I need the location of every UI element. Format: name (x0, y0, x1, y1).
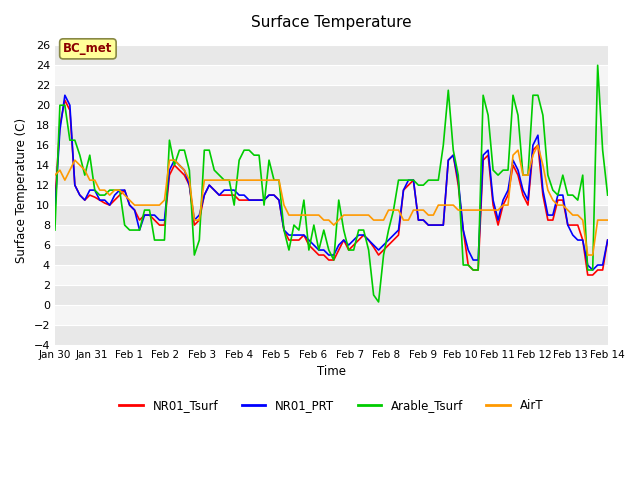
Bar (55, 165, 607, 185)
Bar (55, 205, 607, 225)
Bar (55, 85, 607, 105)
Bar (55, 125, 607, 145)
Bar (55, 185, 607, 205)
Title: Surface Temperature: Surface Temperature (251, 15, 412, 30)
Bar (55, 305, 607, 325)
Bar (55, 225, 607, 245)
Bar (55, 265, 607, 285)
Bar (55, 45, 607, 65)
Text: BC_met: BC_met (63, 42, 113, 55)
Bar (55, 105, 607, 125)
Bar (55, 245, 607, 265)
Y-axis label: Surface Temperature (C): Surface Temperature (C) (15, 118, 28, 263)
Bar (55, 285, 607, 305)
Bar (55, 145, 607, 165)
Legend: NR01_Tsurf, NR01_PRT, Arable_Tsurf, AirT: NR01_Tsurf, NR01_PRT, Arable_Tsurf, AirT (115, 394, 548, 416)
Bar (55, 325, 607, 345)
X-axis label: Time: Time (317, 365, 346, 378)
Bar (55, 65, 607, 85)
